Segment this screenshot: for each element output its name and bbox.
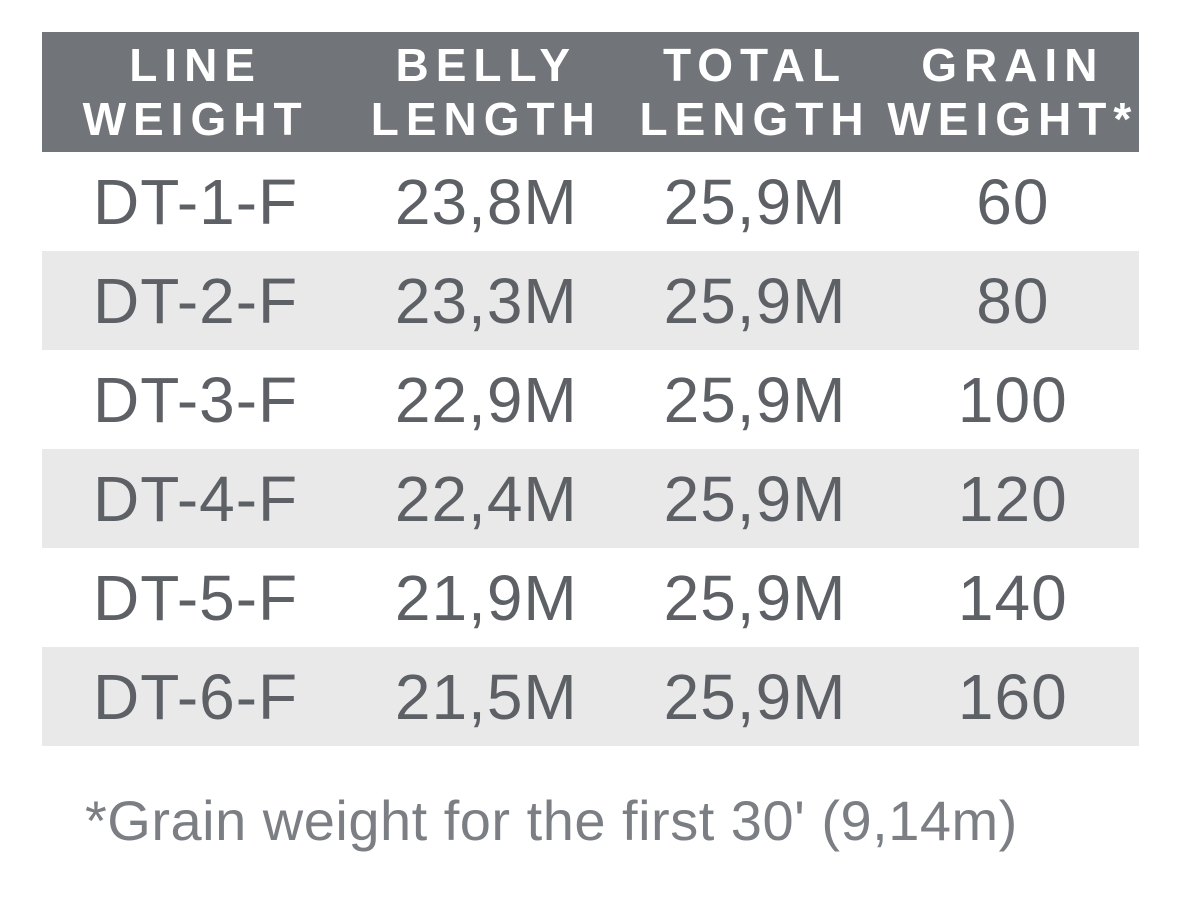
- cell-belly-length: 21,5M: [394, 660, 578, 733]
- table-row: DT-6-F 21,5M 25,9M 160: [42, 647, 1139, 746]
- table-row: DT-5-F 21,9M 25,9M 140: [42, 548, 1139, 647]
- header-line2: LENGTH: [639, 93, 871, 145]
- header-line1: GRAIN: [921, 39, 1105, 91]
- cell-grain-weight: 160: [957, 660, 1068, 733]
- cell-line-weight: DT-5-F: [93, 561, 299, 634]
- header-line2: WEIGHT*: [887, 93, 1139, 145]
- cell-total-length: 25,9M: [663, 363, 847, 436]
- cell-total-length: 25,9M: [663, 264, 847, 337]
- header-line1: BELLY: [395, 39, 578, 91]
- table-row: DT-2-F 23,3M 25,9M 80: [42, 251, 1139, 350]
- cell-total-length: 25,9M: [663, 462, 847, 535]
- cell-belly-length: 22,9M: [394, 363, 578, 436]
- column-header-line-weight: LINE WEIGHT: [42, 38, 349, 146]
- cell-belly-length: 22,4M: [394, 462, 578, 535]
- cell-total-length: 25,9M: [663, 660, 847, 733]
- table-header-row: LINE WEIGHT BELLY LENGTH TOTAL LENGTH GR…: [42, 32, 1139, 152]
- cell-grain-weight: 60: [976, 165, 1050, 238]
- grain-weight-footnote: *Grain weight for the first 30' (9,14m): [85, 789, 1018, 852]
- cell-grain-weight: 140: [957, 561, 1068, 634]
- column-header-total-length: TOTAL LENGTH: [623, 38, 886, 146]
- cell-belly-length: 23,3M: [394, 264, 578, 337]
- cell-belly-length: 23,8M: [394, 165, 578, 238]
- table-row: DT-3-F 22,9M 25,9M 100: [42, 350, 1139, 449]
- cell-total-length: 25,9M: [663, 165, 847, 238]
- cell-line-weight: DT-1-F: [93, 165, 299, 238]
- header-line1: LINE: [129, 39, 262, 91]
- cell-grain-weight: 80: [976, 264, 1050, 337]
- cell-belly-length: 21,9M: [394, 561, 578, 634]
- cell-line-weight: DT-2-F: [93, 264, 299, 337]
- table-row: DT-1-F 23,8M 25,9M 60: [42, 152, 1139, 251]
- table-row: DT-4-F 22,4M 25,9M 120: [42, 449, 1139, 548]
- header-line2: LENGTH: [370, 93, 602, 145]
- header-line1: TOTAL: [663, 39, 848, 91]
- cell-grain-weight: 100: [957, 363, 1068, 436]
- cell-grain-weight: 120: [957, 462, 1068, 535]
- cell-line-weight: DT-6-F: [93, 660, 299, 733]
- header-line2: WEIGHT: [82, 93, 309, 145]
- cell-total-length: 25,9M: [663, 561, 847, 634]
- cell-line-weight: DT-3-F: [93, 363, 299, 436]
- cell-line-weight: DT-4-F: [93, 462, 299, 535]
- line-spec-table: LINE WEIGHT BELLY LENGTH TOTAL LENGTH GR…: [42, 32, 1139, 746]
- column-header-belly-length: BELLY LENGTH: [349, 38, 623, 146]
- column-header-grain-weight: GRAIN WEIGHT*: [887, 38, 1139, 146]
